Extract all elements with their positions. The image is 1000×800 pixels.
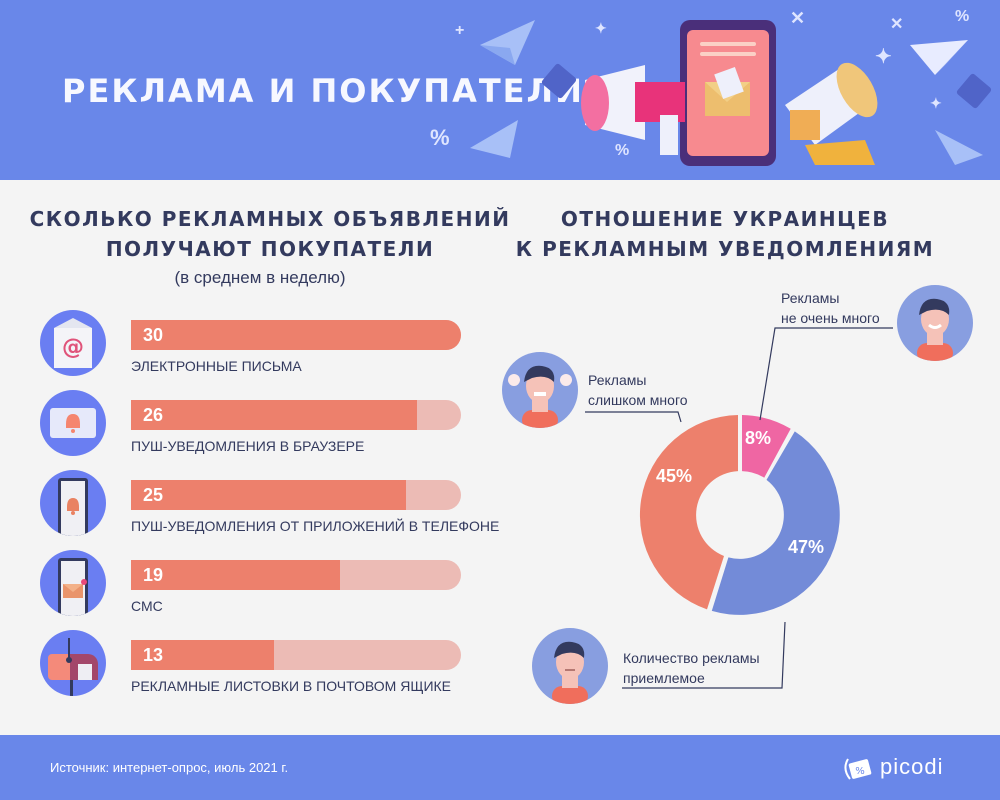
bar-track: 26	[131, 400, 461, 430]
avatar-smiling	[897, 285, 973, 361]
email-at-icon: @	[40, 310, 106, 376]
donut-slice-acceptable	[711, 431, 840, 615]
source-note: Источник: интернет-опрос, июль 2021 г.	[50, 760, 289, 775]
sparkle-icon: ✦	[875, 46, 892, 68]
left-section-title: СКОЛЬКО РЕКЛАМНЫХ ОБЪЯВЛЕНИЙ ПОЛУЧАЮТ ПО…	[0, 204, 540, 264]
title-line: ОТНОШЕНИЕ УКРАИНЦЕВ	[560, 207, 890, 231]
percent-icon: %	[615, 142, 630, 159]
callout-text: приемлемое	[623, 670, 705, 686]
bar-fill	[131, 400, 417, 430]
sparkle-icon: ✦	[930, 95, 942, 111]
footer: Источник: интернет-опрос, июль 2021 г. %…	[0, 735, 1000, 800]
bar-track: 19	[131, 560, 461, 590]
bar-row: 13 РЕКЛАМНЫЕ ЛИСТОВКИ В ПОЧТОВОМ ЯЩИКЕ	[40, 630, 520, 710]
bar-value: 26	[143, 405, 164, 425]
title-line: К РЕКЛАМНЫМ УВЕДОМЛЕНИЯМ	[515, 237, 935, 261]
pct-label-not-much: 8%	[745, 428, 772, 448]
svg-text:%: %	[855, 766, 865, 777]
sparkle-icon: ✦	[595, 20, 607, 36]
bar-value: 13	[143, 645, 164, 665]
cross-icon: ✕	[790, 8, 806, 28]
bar-label: РЕКЛАМНЫЕ ЛИСТОВКИ В ПОЧТОВОМ ЯЩИКЕ	[131, 678, 452, 694]
bar-label: ЭЛЕКТРОННЫЕ ПИСЬМА	[131, 358, 302, 374]
bar-label: СМС	[131, 598, 163, 614]
svg-text:@: @	[62, 335, 84, 360]
donut-slice-not-much	[742, 415, 791, 478]
title-line: ПОЛУЧАЮТ ПОКУПАТЕЛИ	[105, 237, 435, 261]
left-section-subtitle: (в среднем в неделю)	[174, 268, 346, 287]
phone-illustration	[680, 20, 776, 166]
megaphone-icon	[785, 62, 878, 165]
bar-fill	[131, 480, 406, 510]
pct-label-too-much: 45%	[656, 466, 693, 486]
bar-row: 26 ПУШ-УВЕДОМЛЕНИЯ В БРАУЗЕРЕ	[40, 390, 520, 470]
percent-icon: %	[955, 8, 970, 25]
bar-value: 25	[143, 485, 164, 505]
plus-icon: +	[455, 22, 465, 39]
megaphone-icon	[581, 65, 685, 155]
bar-row: 19 СМС	[40, 550, 520, 630]
right-section-title: ОТНОШЕНИЕ УКРАИНЦЕВ К РЕКЛАМНЫМ УВЕДОМЛЕ…	[505, 204, 945, 264]
bar-value: 19	[143, 565, 164, 585]
bar-value: 30	[143, 325, 164, 345]
title-line: СКОЛЬКО РЕКЛАМНЫХ ОБЪЯВЛЕНИЙ	[29, 207, 511, 231]
callout-acceptable: Количество рекламы приемлемое	[623, 648, 760, 688]
bar-track: 25	[131, 480, 461, 510]
bar-fill	[131, 320, 461, 350]
paper-plane-icon	[935, 130, 983, 165]
paper-plane-icon	[910, 40, 968, 75]
paper-plane-icon	[470, 120, 518, 158]
avatar-neutral	[532, 628, 608, 704]
coupon-icon	[956, 73, 992, 109]
mailbox-icon	[40, 630, 106, 696]
picodi-logo: % picodi	[840, 749, 943, 785]
bar-track: 13	[131, 640, 461, 670]
browser-bell-icon	[40, 390, 106, 456]
callout-not-much: Рекламы не очень много	[781, 288, 880, 328]
bar-label: ПУШ-УВЕДОМЛЕНИЯ ОТ ПРИЛОЖЕНИЙ В ТЕЛЕФОНЕ	[131, 518, 500, 534]
bar-fill	[131, 640, 274, 670]
bar-label: ПУШ-УВЕДОМЛЕНИЯ В БРАУЗЕРЕ	[131, 438, 365, 454]
coupon-icon	[541, 63, 577, 99]
phone-bell-icon	[40, 470, 106, 536]
callout-text: слишком много	[588, 392, 688, 408]
callout-text: Количество рекламы	[623, 650, 760, 666]
pct-label-acceptable: 47%	[788, 537, 825, 557]
callout-text: Рекламы	[588, 372, 647, 388]
logo-text: picodi	[880, 754, 944, 779]
donut-slice-too-much	[639, 415, 738, 610]
phone-envelope-icon	[40, 550, 106, 616]
paper-plane-icon	[480, 20, 535, 65]
avatar-angry	[502, 352, 578, 428]
bar-fill	[131, 560, 340, 590]
percent-icon: %	[430, 125, 450, 150]
callout-too-much: Рекламы слишком много	[588, 370, 688, 410]
header-banner: РЕКЛАМА И ПОКУПАТЕЛИ + % % ✕ ✕ % ✦ ✦ ✦	[0, 0, 1000, 180]
cross-icon: ✕	[890, 16, 904, 33]
price-tag-icon: %	[844, 758, 872, 780]
callout-text: не очень много	[781, 310, 880, 326]
page-title: РЕКЛАМА И ПОКУПАТЕЛИ	[62, 72, 584, 110]
bar-row: @ 30 ЭЛЕКТРОННЫЕ ПИСЬМА	[40, 310, 520, 390]
donut-chart	[639, 415, 840, 615]
bar-row: 25 ПУШ-УВЕДОМЛЕНИЯ ОТ ПРИЛОЖЕНИЙ В ТЕЛЕФ…	[40, 470, 520, 550]
bar-track: 30	[131, 320, 461, 350]
callout-text: Рекламы	[781, 290, 840, 306]
